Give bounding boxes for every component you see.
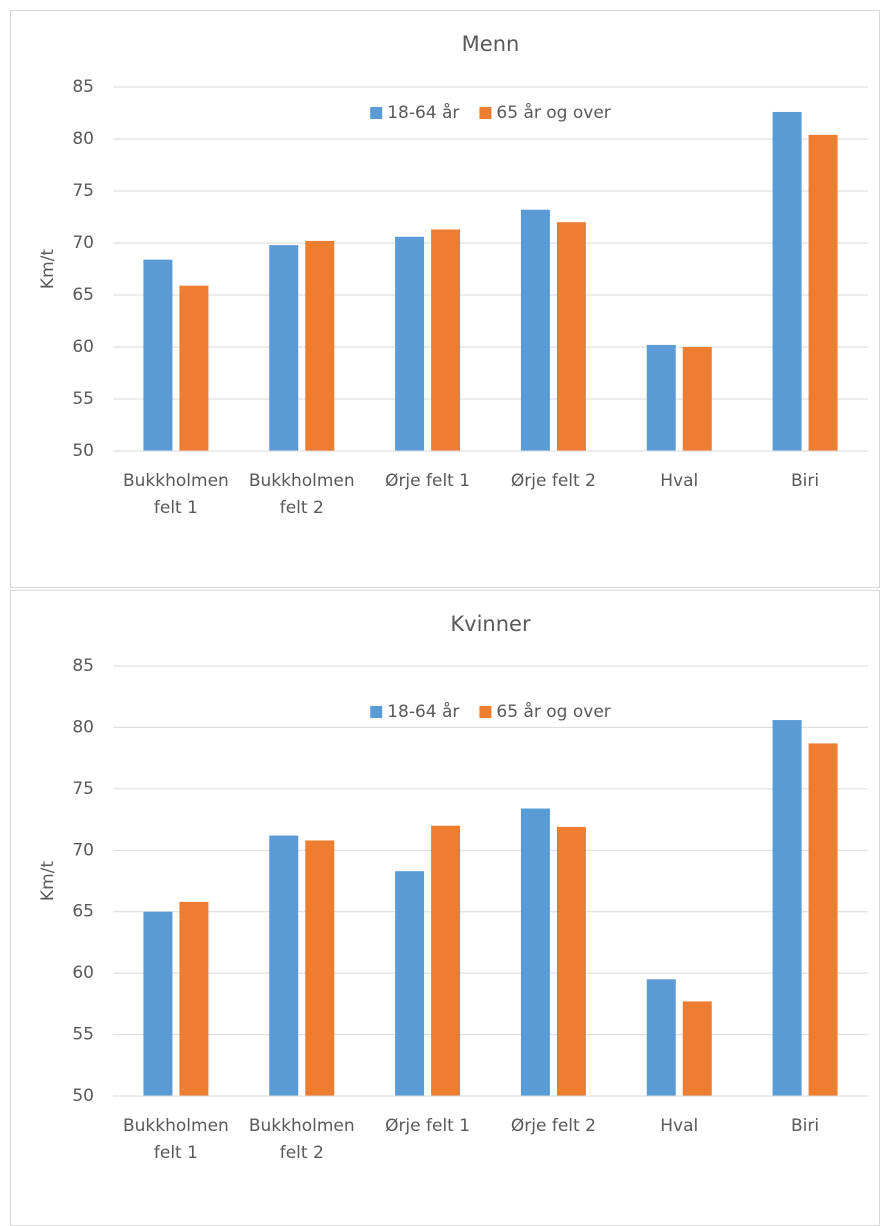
y-tick-label: 55 <box>72 1025 94 1045</box>
y-axis-label: Km/t <box>38 249 58 289</box>
bar <box>143 911 173 1096</box>
x-tick-label: Bukkholmen felt 2 <box>249 1116 355 1163</box>
bar <box>646 344 676 451</box>
x-tick-label: Biri <box>791 1116 819 1136</box>
x-tick-label: Biri <box>791 471 819 491</box>
y-tick-label: 65 <box>72 902 94 922</box>
legend: 18-64 år 65 år og over <box>370 701 611 722</box>
bar <box>431 825 461 1096</box>
bar <box>520 808 550 1096</box>
y-tick-label: 65 <box>72 285 94 305</box>
y-tick-label: 70 <box>72 233 94 253</box>
legend-swatch <box>479 107 492 119</box>
bar <box>395 236 425 451</box>
y-tick-label: 80 <box>72 717 94 737</box>
bar <box>682 1001 712 1096</box>
legend-label: 65 år og over <box>496 701 610 722</box>
y-tick-label: 70 <box>72 840 94 860</box>
x-tick-label: Hval <box>660 471 698 491</box>
legend-label: 18-64 år <box>387 701 459 722</box>
bar <box>772 111 802 452</box>
y-tick-label: 85 <box>72 77 94 97</box>
bar <box>143 259 173 451</box>
x-tick-label: Hval <box>660 1116 698 1136</box>
x-tick-label: Ørje felt 2 <box>511 471 596 491</box>
legend-label: 65 år og over <box>496 102 610 123</box>
bar <box>305 240 335 451</box>
y-tick-label: 50 <box>72 1086 94 1106</box>
bar <box>520 209 550 451</box>
x-tick-label: Bukkholmen felt 1 <box>123 471 229 518</box>
bar <box>269 245 299 451</box>
legend-swatch <box>479 706 492 718</box>
y-tick-label: 75 <box>72 779 94 799</box>
bar <box>179 285 209 451</box>
x-tick-label: Ørje felt 1 <box>385 471 470 491</box>
bar <box>772 720 802 1096</box>
bar <box>431 229 461 451</box>
bar <box>395 871 425 1096</box>
x-tick-label: Bukkholmen felt 1 <box>123 1116 229 1163</box>
bar <box>305 840 335 1096</box>
y-tick-label: 60 <box>72 963 94 983</box>
x-tick-label: Ørje felt 2 <box>511 1116 596 1136</box>
chart-title: Menn <box>462 32 520 56</box>
y-tick-label: 80 <box>72 129 94 149</box>
bar <box>556 222 586 451</box>
legend-swatch <box>370 107 383 119</box>
bar <box>808 743 838 1096</box>
bar <box>682 347 712 451</box>
y-axis-label: Km/t <box>38 861 58 901</box>
bar <box>179 901 209 1096</box>
y-tick-label: 55 <box>72 389 94 409</box>
legend-swatch <box>370 706 383 718</box>
legend: 18-64 år 65 år og over <box>370 102 611 123</box>
bar <box>646 979 676 1096</box>
x-tick-label: Ørje felt 1 <box>385 1116 470 1136</box>
y-tick-label: 50 <box>72 441 94 461</box>
x-tick-label: Bukkholmen felt 2 <box>249 471 355 518</box>
bar <box>269 835 299 1096</box>
bar <box>556 826 586 1096</box>
legend-label: 18-64 år <box>387 102 459 123</box>
y-tick-label: 75 <box>72 181 94 201</box>
y-tick-label: 85 <box>72 656 94 676</box>
chart-title: Kvinner <box>450 612 531 636</box>
y-tick-label: 60 <box>72 337 94 357</box>
bar <box>808 134 838 451</box>
